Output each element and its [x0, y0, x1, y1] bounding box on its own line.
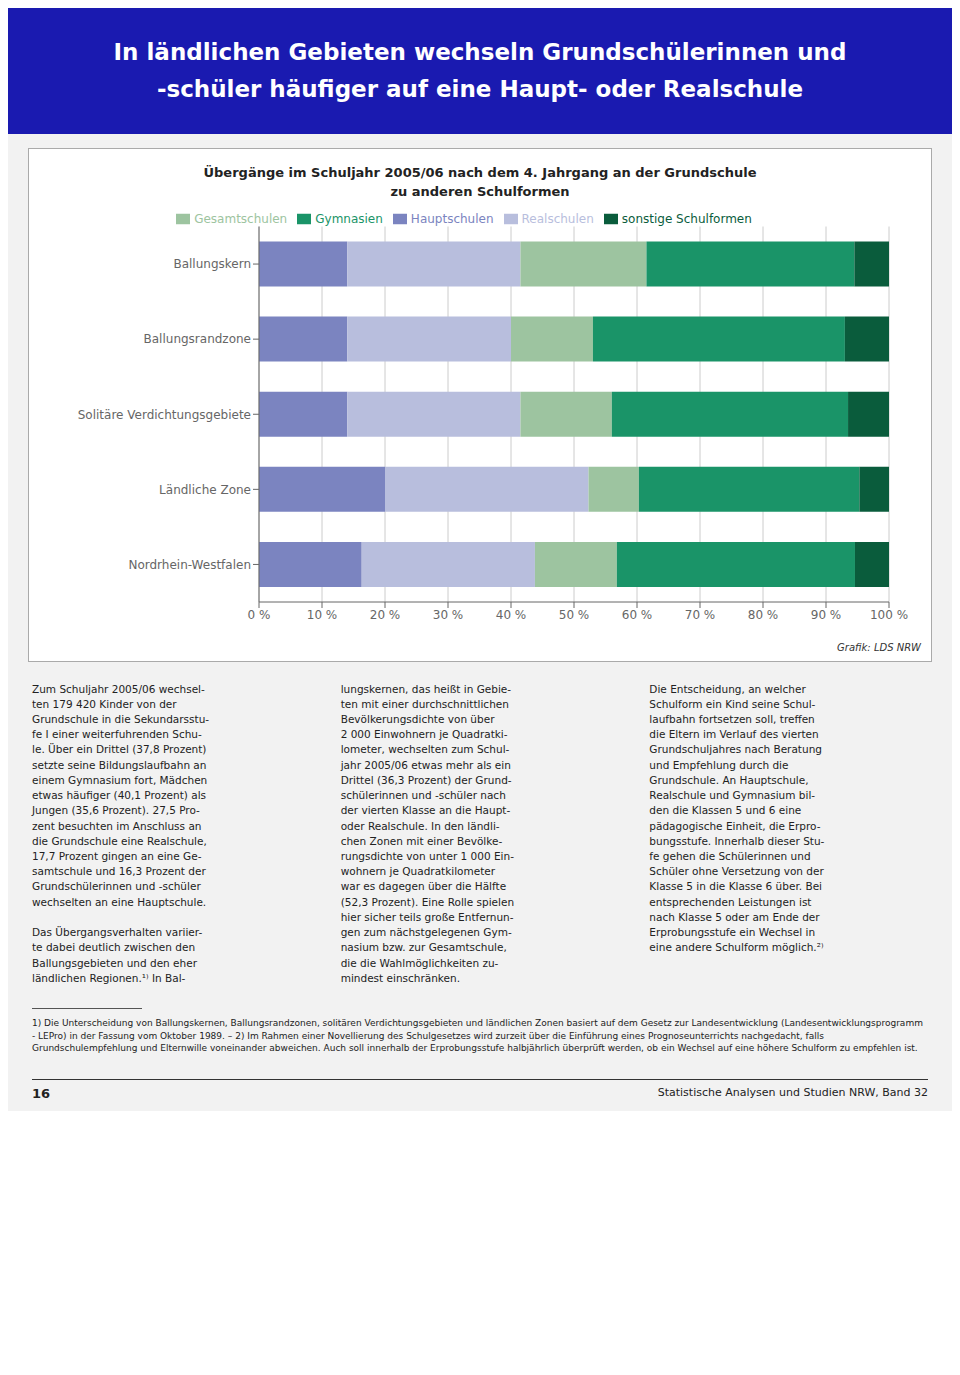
html-text:Gymnasien: Gymnasien: [315, 211, 383, 226]
html-text:Hauptschulen: Hauptschulen: [410, 211, 494, 226]
svg-text:100 %: 100 %: [870, 607, 908, 621]
html-text:Realschulen: Realschulen: [521, 211, 594, 226]
html-text:lungskernen, das heißt in Gebi: lungskernen, das heißt in Gebie- ten mit…: [340, 682, 515, 984]
svg-text:Ballungsrandzone: Ballungsrandzone: [144, 332, 251, 346]
html-text:Die Entscheidung, an welcher S: Die Entscheidung, an welcher Schulform e…: [649, 682, 825, 954]
html-text:Zum Schuljahr 2005/06 wechsel-: Zum Schuljahr 2005/06 wechsel- ten 179 4…: [32, 682, 210, 984]
svg-text:Nordrhein-Westfalen: Nordrhein-Westfalen: [128, 557, 251, 571]
svg-text:50 %: 50 %: [559, 607, 590, 621]
svg-text:70 %: 70 %: [685, 607, 716, 621]
html-text:Grafik: LDS NRW: Grafik: LDS NRW: [837, 641, 921, 653]
svg-text:Ballungskern: Ballungskern: [173, 257, 251, 271]
svg-text:10 %: 10 %: [307, 607, 338, 621]
html-text:In ländlichen Gebieten wechsel: In ländlichen Gebieten wechseln Grundsch…: [113, 39, 847, 65]
html-text:16: 16: [32, 1085, 51, 1101]
svg-text:Ländliche Zone: Ländliche Zone: [159, 482, 251, 496]
svg-text:80 %: 80 %: [748, 607, 779, 621]
svg-text:20 %: 20 %: [370, 607, 401, 621]
html-text:Statistische Analysen und Stud: Statistische Analysen und Studien NRW, B…: [657, 1085, 928, 1099]
svg-text:0 %: 0 %: [248, 607, 271, 621]
svg-text:30 %: 30 %: [433, 607, 464, 621]
html-text:1) Die Unterscheidung von Ball: 1) Die Unterscheidung von Ballungskernen…: [32, 1018, 923, 1054]
svg-text:90 %: 90 %: [811, 607, 842, 621]
html-text:Gesamtschulen: Gesamtschulen: [194, 211, 288, 226]
svg-text:60 %: 60 %: [622, 607, 653, 621]
svg-text:Solitäre Verdichtungsgebiete: Solitäre Verdichtungsgebiete: [78, 407, 251, 421]
html-text:zu anderen Schulformen: zu anderen Schulformen: [390, 184, 570, 200]
html-text:-schüler häufiger auf eine Hau: -schüler häufiger auf eine Haupt- oder R…: [156, 75, 804, 102]
html-text:sonstige Schulformen: sonstige Schulformen: [621, 211, 752, 226]
svg-text:40 %: 40 %: [496, 607, 527, 621]
html-text:Übergänge im Schuljahr 2005/06: Übergänge im Schuljahr 2005/06 nach dem …: [203, 164, 757, 180]
